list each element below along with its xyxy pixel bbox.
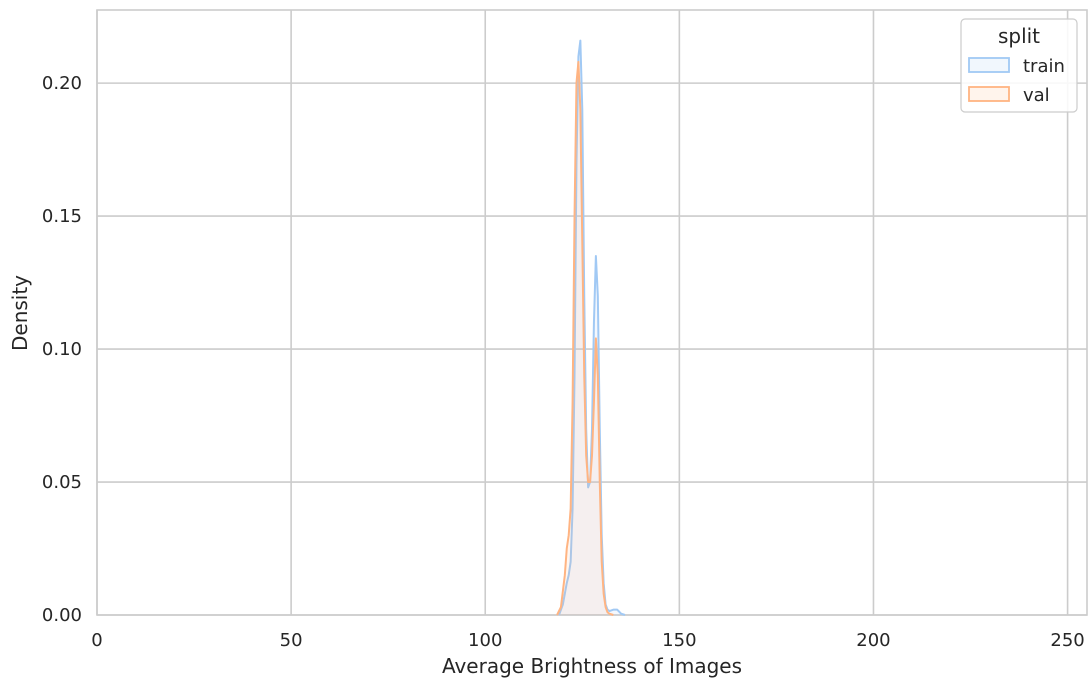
- y-tick-label: 0.05: [42, 472, 82, 493]
- x-tick-labels: 0 50 100 150 200 250: [91, 630, 1084, 651]
- density-line-val: [556, 60, 614, 616]
- legend-title: split: [998, 24, 1040, 48]
- legend-label-train: train: [1023, 56, 1065, 77]
- legend-swatch-train: [968, 57, 1010, 73]
- legend-swatch-val: [968, 86, 1010, 102]
- y-tick-label: 0.20: [42, 73, 82, 94]
- density-area-train: [559, 40, 625, 616]
- x-tick-label: 200: [856, 630, 890, 651]
- x-tick-label: 100: [468, 630, 502, 651]
- y-tick-label: 0.15: [42, 206, 82, 227]
- legend-label-val: val: [1023, 85, 1050, 106]
- x-tick-label: 250: [1050, 630, 1084, 651]
- plot-area: [96, 9, 1088, 616]
- legend-box: [960, 18, 1078, 113]
- grid-lines: [96, 10, 1087, 616]
- x-tick-label: 50: [280, 630, 303, 651]
- density-series: [556, 39, 626, 616]
- x-axis-label: Average Brightness of Images: [442, 654, 742, 678]
- y-tick-labels: 0.00 0.05 0.10 0.15 0.20: [42, 73, 82, 626]
- x-tick-label: 0: [91, 630, 102, 651]
- y-axis-label: Density: [8, 275, 32, 351]
- x-tick-label: 150: [662, 630, 696, 651]
- legend: split train val: [960, 18, 1078, 113]
- y-tick-label: 0.10: [42, 339, 82, 360]
- y-tick-label: 0.00: [42, 605, 82, 626]
